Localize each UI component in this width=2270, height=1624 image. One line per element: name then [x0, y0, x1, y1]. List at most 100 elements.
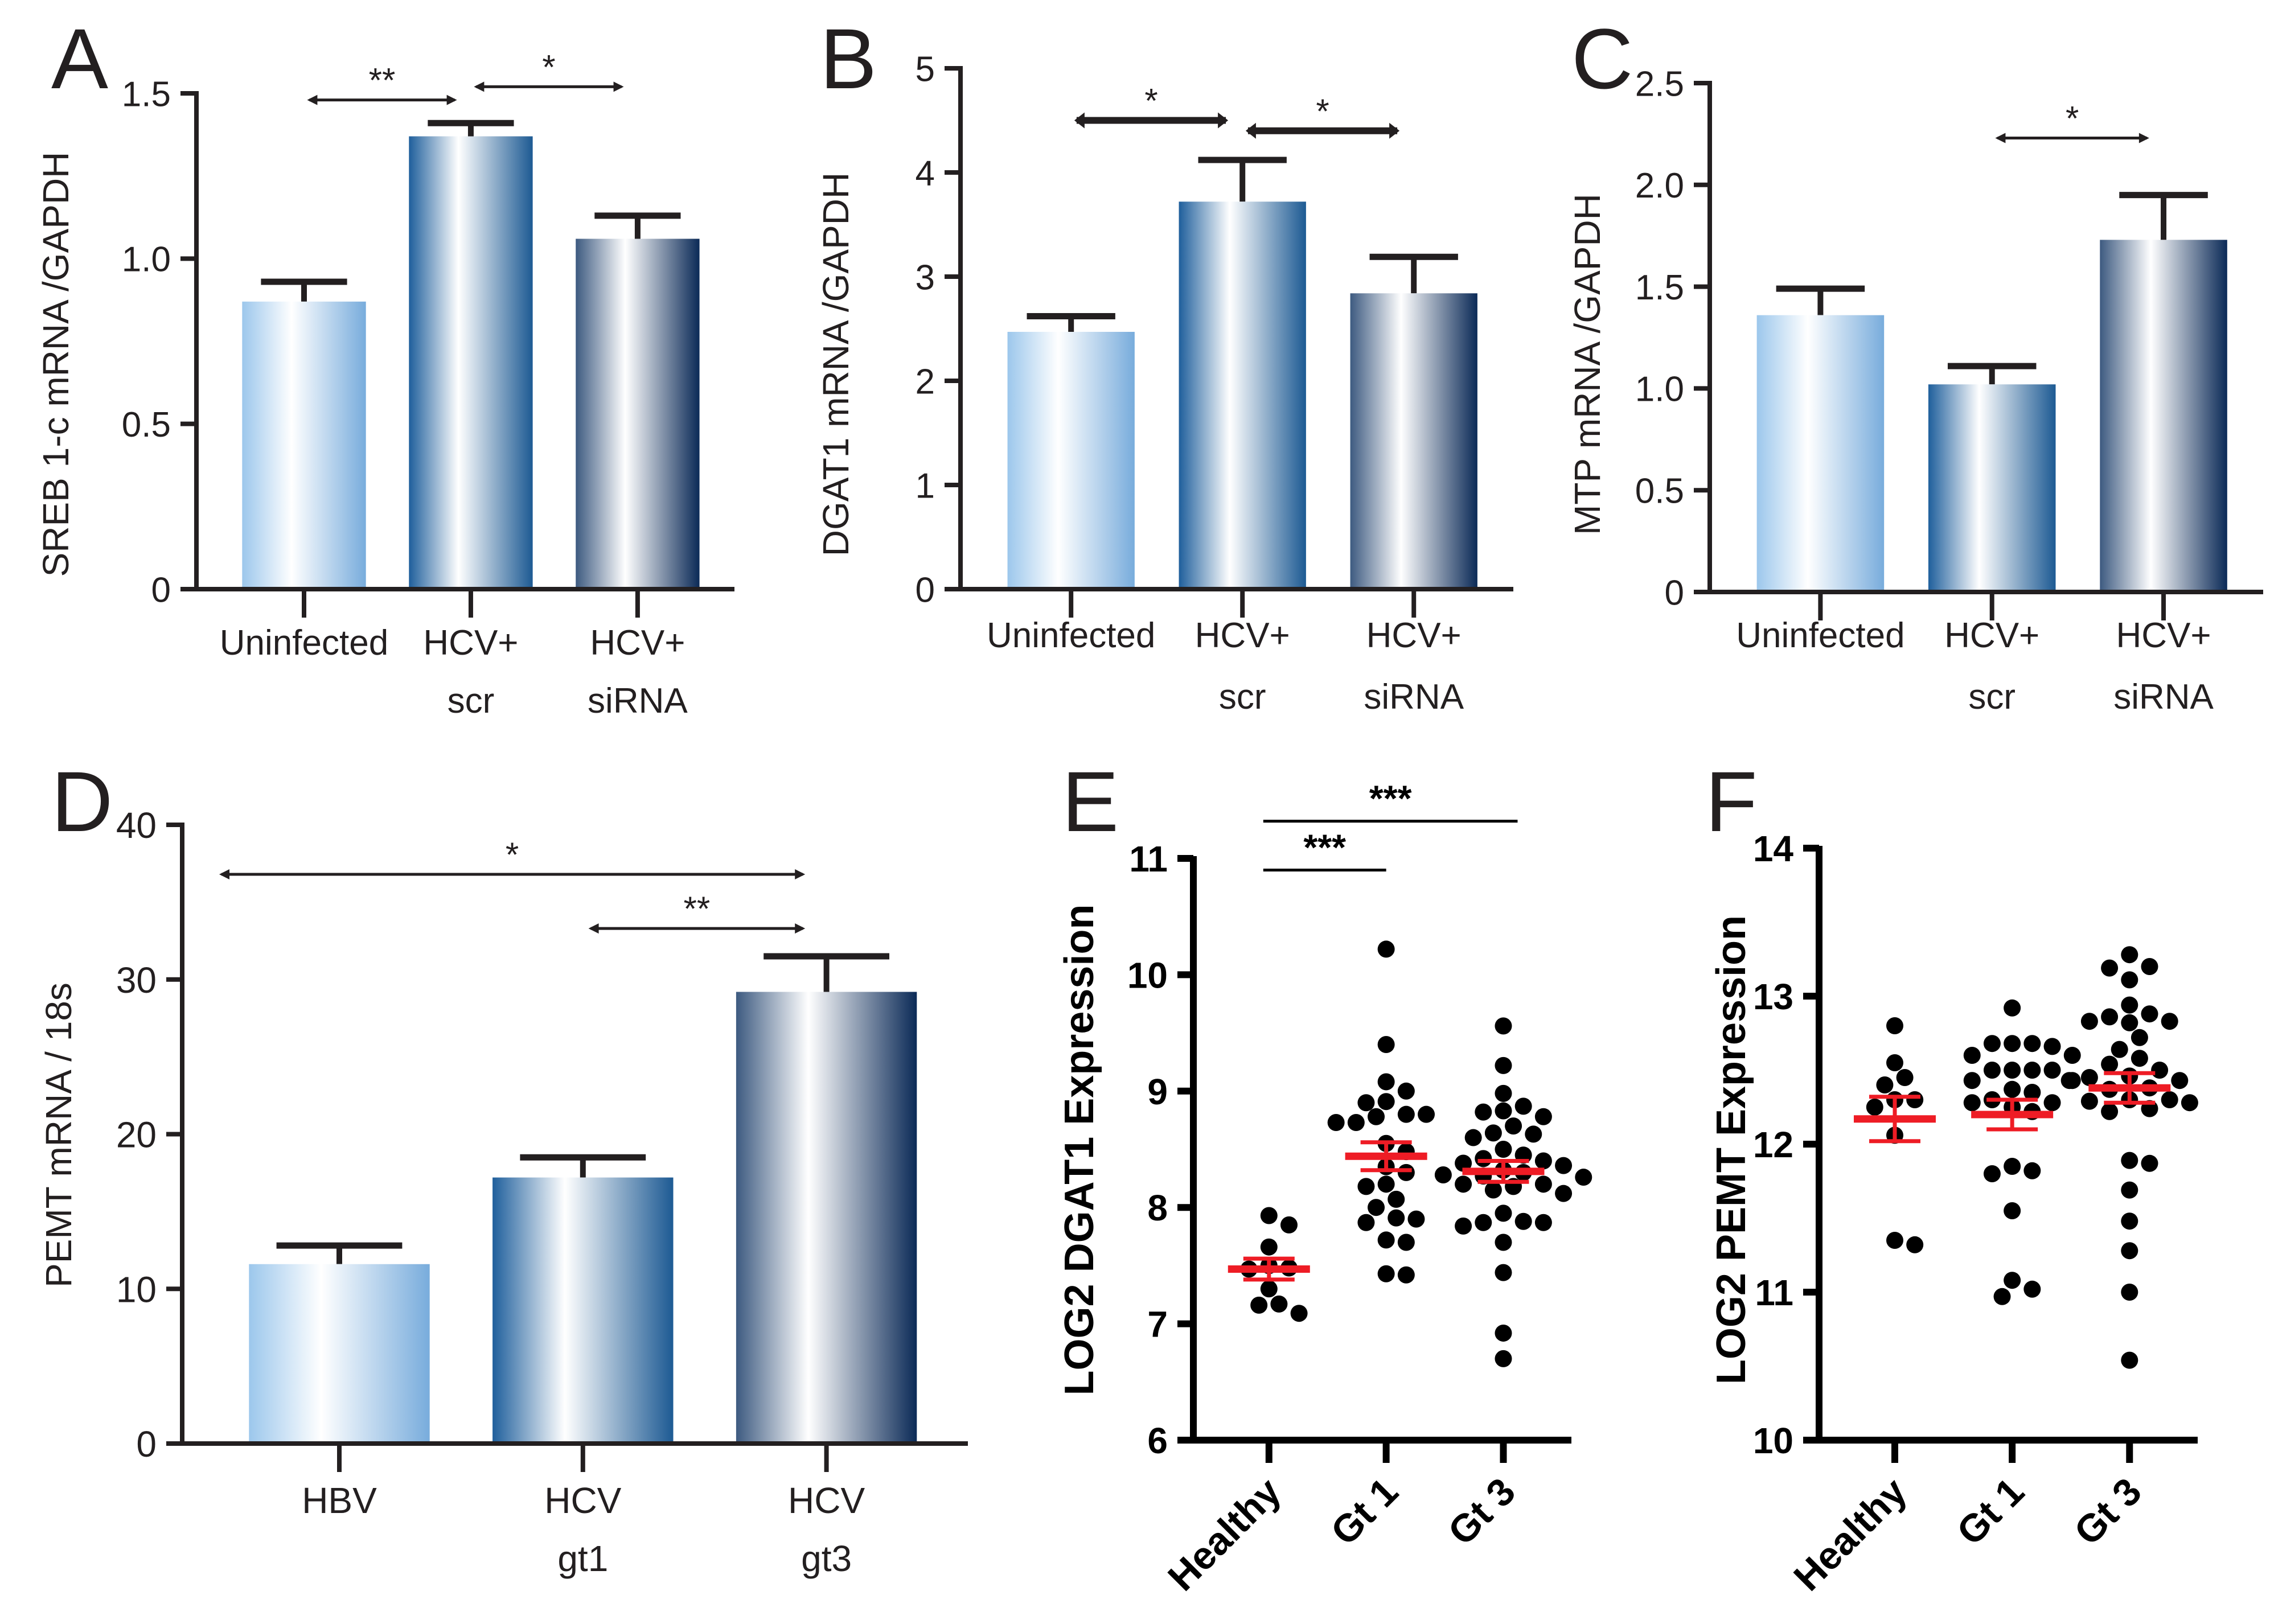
y-tick-label: 1.5 [122, 75, 171, 114]
data-point [2101, 959, 2119, 977]
data-point [1357, 1214, 1375, 1231]
data-point [1327, 1113, 1345, 1131]
y-tick-label: 11 [1129, 838, 1168, 879]
significance-label: * [1144, 82, 1157, 120]
data-point [2141, 1154, 2158, 1172]
arrow-head [474, 81, 485, 92]
data-point [2121, 1181, 2138, 1199]
data-point [1534, 1214, 1552, 1231]
bar [409, 136, 533, 587]
panel-letter: F [1705, 754, 1758, 849]
x-tick-label: Gt 3 [1440, 1470, 1524, 1553]
x-tick-label: HCV+ [1195, 616, 1290, 655]
data-point [1475, 1103, 1492, 1121]
arrow-head [613, 81, 624, 92]
data-point [2141, 958, 2158, 975]
panel-letter: E [1062, 754, 1119, 849]
data-point [2101, 1055, 2119, 1073]
panel-c: C MTP mRNA /GAPDH 0 0.5 1.0 1.5 2.0 2.5 Uninfect… [1567, 11, 2263, 717]
data-point [2121, 996, 2138, 1014]
data-point [1377, 1036, 1395, 1054]
data-point [1377, 1093, 1395, 1111]
x-tick-label: HCV [788, 1480, 865, 1521]
x-tick-label: Healthy [1160, 1470, 1290, 1600]
data-point [1250, 1296, 1268, 1314]
data-point [1534, 1175, 1552, 1193]
arrow-head [219, 869, 229, 879]
data-point [2063, 1047, 2081, 1064]
data-point [2023, 1162, 2041, 1179]
data-point [1505, 1117, 1522, 1135]
data-point [1983, 1035, 2001, 1052]
y-tick-label: 13 [1753, 976, 1793, 1017]
data-point [2121, 1242, 2138, 1260]
data-point [2121, 1014, 2138, 1031]
data-point [1397, 1234, 1415, 1251]
data-point [1397, 1082, 1415, 1100]
data-point [1368, 1108, 1385, 1125]
data-point [1377, 1265, 1395, 1282]
data-point [1495, 1084, 1512, 1102]
data-point [2131, 1050, 2148, 1067]
data-point [1534, 1108, 1552, 1125]
data-point [1906, 1236, 1924, 1253]
x-tick-label: scr [448, 681, 495, 721]
y-tick-label: 0 [916, 570, 935, 610]
panel-b: B DGAT1 mRNA /GAPDH 0 1 2 3 4 5 Uninfected HCV+ sc… [815, 11, 1513, 717]
y-tick-label: 0 [151, 570, 171, 610]
data-point [2080, 1069, 2098, 1086]
bar [2100, 240, 2227, 590]
y-tick-label: 4 [916, 154, 935, 193]
y-tick-label: 6 [1147, 1420, 1168, 1461]
data-point [1963, 1047, 1981, 1064]
data-point [1270, 1295, 1288, 1313]
y-tick-label: 11 [1755, 1272, 1793, 1313]
data-point [1876, 1076, 1894, 1093]
panel-d: D PEMT mRNA / 18s 0 10 20 30 40 HBV HCV gt1 HCV gt3… [38, 754, 968, 1579]
data-point [2121, 971, 2138, 989]
y-tick-label: 0.5 [1635, 472, 1684, 511]
significance-label: *** [1369, 778, 1412, 819]
panel-letter: B [820, 11, 877, 106]
y-tick-label: 10 [116, 1269, 157, 1310]
data-point [1377, 1175, 1395, 1193]
data-point [1495, 1102, 1512, 1120]
significance-label: * [1316, 92, 1329, 130]
y-tick-label: 1.0 [122, 240, 171, 279]
y-tick-label: 40 [116, 805, 157, 846]
data-point [1260, 1280, 1278, 1298]
data-point [2181, 1094, 2198, 1112]
bar [1179, 202, 1306, 587]
x-tick-label: HBV [302, 1480, 377, 1521]
data-point [2004, 1080, 2021, 1098]
bar [1928, 384, 2056, 590]
data-point [2151, 1062, 2169, 1079]
data-point [1495, 1350, 1512, 1367]
x-tick-label: siRNA [1364, 677, 1464, 717]
y-tick-label: 0 [136, 1424, 157, 1465]
data-point [1555, 1185, 1573, 1202]
data-point [2004, 1062, 2021, 1079]
data-point [1418, 1105, 1435, 1123]
data-point [2004, 1202, 2021, 1219]
data-point [1963, 1094, 1981, 1112]
data-point [1495, 1264, 1512, 1281]
data-point [2023, 1084, 2041, 1101]
x-tick-label: Uninfected [220, 623, 388, 663]
data-point [2004, 1272, 2021, 1289]
data-point [2004, 1035, 2021, 1052]
significance-label: ** [369, 61, 396, 100]
x-tick-label: siRNA [588, 681, 688, 721]
arrow-head [2138, 133, 2149, 143]
y-tick-label: 10 [1127, 955, 1168, 996]
arrow-head [588, 923, 599, 934]
data-point [1896, 1069, 1914, 1086]
data-point [1993, 1288, 2011, 1305]
data-point [2131, 1029, 2148, 1046]
y-tick-label: 1.0 [1635, 370, 1684, 409]
significance-label: * [506, 836, 519, 874]
data-point [2121, 1212, 2138, 1230]
data-point [1455, 1175, 1472, 1193]
data-point [2121, 946, 2138, 964]
data-point [1388, 1209, 1405, 1227]
